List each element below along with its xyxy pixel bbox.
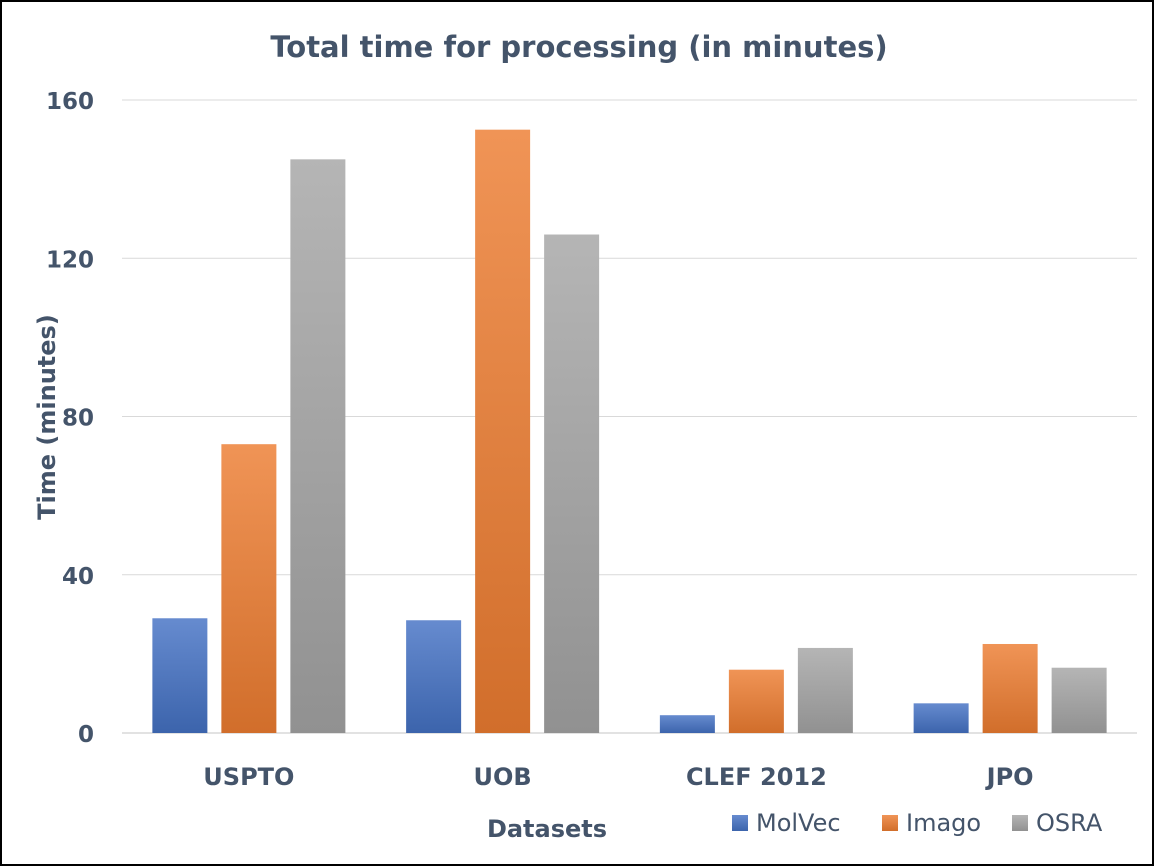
x-axis-label: Datasets bbox=[487, 815, 607, 843]
bar-molvec-uspto bbox=[152, 618, 208, 733]
legend-label-osra: OSRA bbox=[1036, 809, 1103, 837]
x-axis-ticks: USPTO UOB CLEF 2012 JPO bbox=[203, 763, 1033, 791]
chart-title: Total time for processing (in minutes) bbox=[270, 30, 887, 64]
legend-label-imago: Imago bbox=[906, 809, 981, 837]
bar-osra-uspto bbox=[290, 159, 346, 733]
bar-osra-uob bbox=[544, 234, 600, 733]
y-tick-label: 40 bbox=[62, 564, 94, 590]
legend-swatch-molvec bbox=[732, 815, 748, 831]
y-tick-label: 160 bbox=[46, 89, 94, 115]
x-tick-label: CLEF 2012 bbox=[686, 763, 827, 791]
bar-imago-uspto bbox=[221, 444, 277, 733]
legend: MolVec Imago OSRA bbox=[732, 809, 1103, 837]
bar-osra-clef-2012 bbox=[797, 647, 853, 733]
legend-swatch-imago bbox=[882, 815, 898, 831]
bar-molvec-uob bbox=[406, 620, 462, 733]
bar-molvec-jpo bbox=[913, 703, 969, 733]
y-axis-ticks: 0 40 80 120 160 bbox=[46, 89, 94, 748]
y-axis-label: Time (minutes) bbox=[33, 314, 61, 520]
y-tick-label: 120 bbox=[46, 247, 94, 273]
bar-imago-clef-2012 bbox=[728, 669, 784, 733]
y-tick-label: 0 bbox=[78, 722, 94, 748]
x-tick-label: JPO bbox=[985, 763, 1034, 791]
legend-label-molvec: MolVec bbox=[756, 809, 841, 837]
y-tick-label: 80 bbox=[62, 406, 94, 432]
bar-osra-jpo bbox=[1051, 667, 1107, 733]
bar-imago-jpo bbox=[982, 643, 1038, 733]
x-tick-label: UOB bbox=[474, 763, 532, 791]
bars bbox=[152, 129, 1107, 733]
x-tick-label: USPTO bbox=[203, 763, 294, 791]
bar-imago-uob bbox=[475, 129, 531, 733]
legend-swatch-osra bbox=[1012, 815, 1028, 831]
bar-molvec-clef-2012 bbox=[659, 715, 715, 733]
